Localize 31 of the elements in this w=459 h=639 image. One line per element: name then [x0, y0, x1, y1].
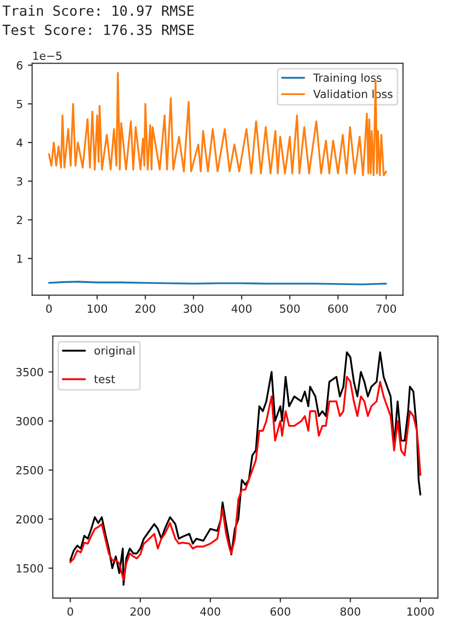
x-tick-label: 500 [280, 304, 300, 313]
y-tick-label: 1500 [16, 564, 44, 573]
y-tick-label: 4 [16, 138, 22, 147]
y-tick-label: 3500 [16, 368, 44, 376]
legend-label: Training loss [313, 73, 382, 84]
x-tick-label: 600 [328, 304, 348, 313]
x-tick-label: 600 [270, 607, 290, 616]
x-tick-label: 1000 [407, 607, 434, 616]
x-tick-label: 100 [88, 304, 108, 313]
x-tick-label: 300 [184, 304, 204, 313]
y-tick-label: 3 [16, 177, 22, 186]
x-tick-label: 200 [136, 304, 156, 313]
x-tick-label: 700 [376, 304, 396, 313]
legend-label: original [94, 346, 134, 357]
y-tick-label: 1 [17, 254, 22, 263]
x-tick-label: 0 [67, 607, 74, 616]
y-tick-label: 6 [16, 61, 22, 70]
text: 1e−5 [33, 52, 62, 60]
y-tick-label: 3000 [16, 416, 44, 426]
x-tick-label: 400 [200, 607, 220, 616]
x-tick-label: 400 [232, 304, 252, 313]
y-tick-label: 2 [16, 216, 22, 224]
text: Test Score: 176.35 RMSE [2, 24, 194, 36]
x-tick-label: 800 [340, 607, 360, 616]
x-tick-label: 0 [46, 304, 52, 313]
legend-label: test [94, 375, 115, 384]
y-tick-label: 2500 [16, 466, 44, 474]
y-tick-label: 5 [16, 100, 22, 108]
text: Train Score: 10.97 RMSE [2, 5, 194, 16]
x-tick-label: 200 [130, 607, 150, 616]
y-tick-label: 2000 [16, 515, 44, 524]
